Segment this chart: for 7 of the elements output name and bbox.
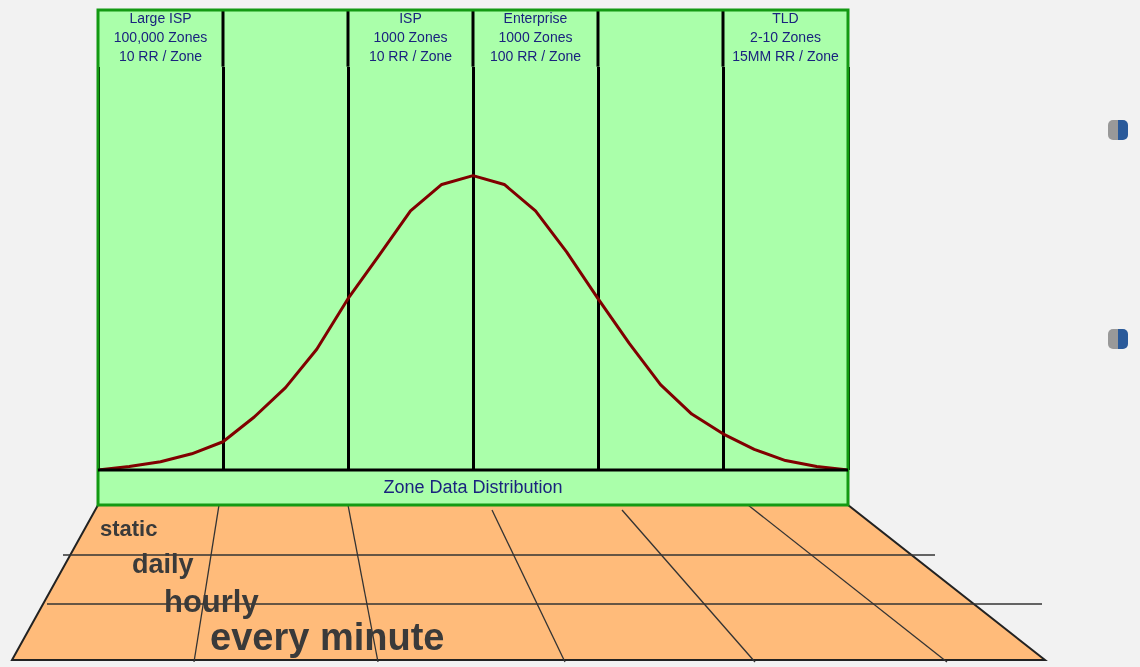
x-tick-label: ISP 1000 Zones 10 RR / Zone — [368, 10, 453, 65]
x-tick-label: TLD 2-10 Zones 15MM RR / Zone — [732, 10, 839, 65]
x-axis-title: Zone Data Distribution — [383, 476, 563, 497]
x-tick-label: Enterprise 1000 Zones 100 RR / Zone — [489, 10, 582, 65]
text: static — [100, 516, 158, 541]
x-tick-label: Large ISP 100,000 Zones 10 RR / Zone — [113, 10, 208, 65]
text: daily — [132, 549, 194, 579]
